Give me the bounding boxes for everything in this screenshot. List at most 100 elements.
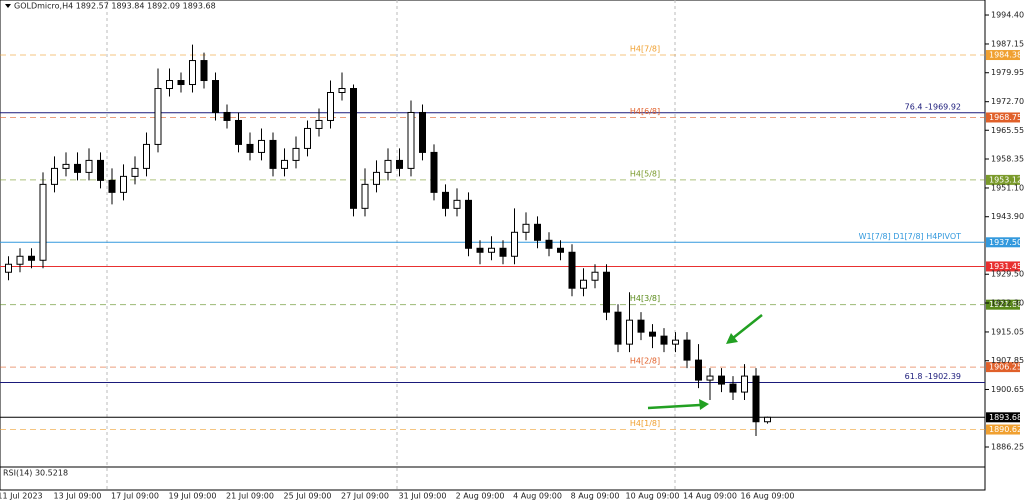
candle-body	[752, 375, 760, 423]
price-box	[986, 412, 1020, 423]
price-box-label: 1953.12	[989, 175, 1022, 184]
candle-body	[706, 375, 714, 381]
price-box-label: 1984.38	[989, 51, 1022, 60]
arrow	[647, 403, 701, 410]
price-box-label: 1937.50	[989, 238, 1022, 247]
y-tick-label: 1972.70	[991, 97, 1024, 106]
candle-body	[292, 147, 300, 161]
candle-body	[430, 151, 438, 193]
candle-body	[154, 88, 162, 145]
x-tick-label: 19 Jul 09:00	[169, 492, 217, 501]
price-box-label: 1893.68	[989, 413, 1022, 422]
y-tick-label: 1958.35	[991, 155, 1024, 164]
candle-body	[373, 171, 380, 185]
rsi-label: RSI(14) 30.5218	[3, 469, 68, 478]
candle-body	[384, 159, 392, 173]
y-tick-label: 1943.90	[991, 212, 1024, 221]
price-box	[986, 424, 1020, 435]
candle-body	[281, 159, 288, 169]
arrow-head	[726, 333, 738, 344]
chart-title: GOLDmicro,H4 1892.57 1893.84 1892.09 189…	[14, 2, 216, 11]
candle-body	[511, 231, 518, 257]
level-text: H4[3/8]	[630, 294, 660, 303]
price-box-label: 1931.45	[989, 262, 1022, 271]
candle-body	[85, 159, 93, 173]
level-text: H4[1/8]	[630, 419, 660, 428]
price-box	[986, 362, 1020, 373]
candle-body	[545, 239, 553, 249]
candles	[5, 44, 771, 437]
candle-body	[603, 271, 610, 313]
candle-body	[315, 119, 323, 129]
candle-body	[764, 416, 771, 423]
candle-body	[189, 60, 196, 86]
y-tick-label: 1907.85	[991, 356, 1024, 365]
candle-body	[729, 383, 737, 393]
y-tick-label: 1915.05	[991, 327, 1024, 336]
y-tick-label: 1979.95	[991, 68, 1024, 77]
candle-body	[465, 199, 472, 249]
candle-body	[350, 88, 357, 209]
candle-body	[5, 263, 12, 273]
vertical-grid	[106, 0, 676, 490]
x-tick-label: 14 Aug 09:00	[683, 492, 737, 501]
price-box	[986, 174, 1020, 185]
candle-body	[39, 183, 47, 261]
candle-body	[534, 223, 541, 241]
y-tick-label: 1900.65	[991, 385, 1024, 394]
candle-body	[718, 375, 725, 385]
plot-frame	[0, 0, 986, 491]
x-tick-label: 2 Aug 09:00	[456, 492, 505, 501]
level-text: W1[7/8] D1[7/8] H4PIVOT	[859, 232, 961, 241]
candle-body	[304, 127, 311, 149]
candle-body	[568, 251, 576, 289]
price-box	[986, 299, 1020, 310]
y-tick-label: 1886.25	[991, 442, 1024, 451]
level-text: 76.4 -1969.92	[905, 102, 961, 111]
candle-body	[591, 271, 599, 281]
candle-body	[683, 339, 691, 361]
candle-body	[637, 319, 645, 333]
candle-body	[200, 60, 208, 82]
levels: 1984.38 H4[7/8] 76.4 -1969.92 1968.75 H4[6/8…	[0, 45, 1022, 435]
candle-body	[396, 159, 403, 169]
y-tick-label: 1929.50	[991, 270, 1024, 279]
candle-body	[327, 92, 334, 121]
candle-body	[166, 80, 173, 90]
candle-body	[626, 319, 633, 345]
price-box-label: 1921.88	[989, 300, 1022, 309]
y-tick-label: 1922.30	[991, 298, 1024, 307]
candle-body	[580, 279, 587, 289]
candle-body	[741, 375, 748, 393]
level-text: H4[7/8]	[630, 45, 660, 54]
candle-body	[143, 143, 150, 169]
candle-body	[235, 119, 242, 145]
candle-body	[338, 88, 346, 94]
y-tick-label: 1965.55	[991, 126, 1024, 135]
annotations	[647, 314, 763, 410]
price-box	[986, 112, 1020, 123]
price-box-label: 1890.62	[989, 425, 1022, 434]
candle-body	[522, 223, 530, 233]
candle-body	[453, 199, 461, 209]
candle-body	[614, 311, 622, 345]
x-tick-label: 13 Jul 09:00	[54, 492, 102, 501]
x-tick-label: 21 Jul 09:00	[226, 492, 274, 501]
x-tick-label: 27 Jul 09:00	[341, 492, 389, 501]
candle-body	[361, 183, 369, 209]
candle-body	[223, 111, 231, 121]
level-text: H4[2/8]	[630, 357, 660, 366]
y-tick-label: 1987.15	[991, 39, 1024, 48]
menu-arrow[interactable]	[5, 4, 11, 8]
arrow	[732, 314, 763, 339]
x-tick-label: 17 Jul 09:00	[111, 492, 159, 501]
candle-body	[108, 179, 116, 193]
candle-body	[97, 159, 104, 181]
y-tick-label: 1951.10	[991, 183, 1024, 192]
arrow-head	[699, 399, 709, 410]
x-tick-label: 25 Jul 09:00	[284, 492, 332, 501]
level-text: H4[5/8]	[630, 169, 660, 178]
y-tick-label: 1994.40	[991, 11, 1024, 20]
candle-body	[120, 175, 127, 193]
